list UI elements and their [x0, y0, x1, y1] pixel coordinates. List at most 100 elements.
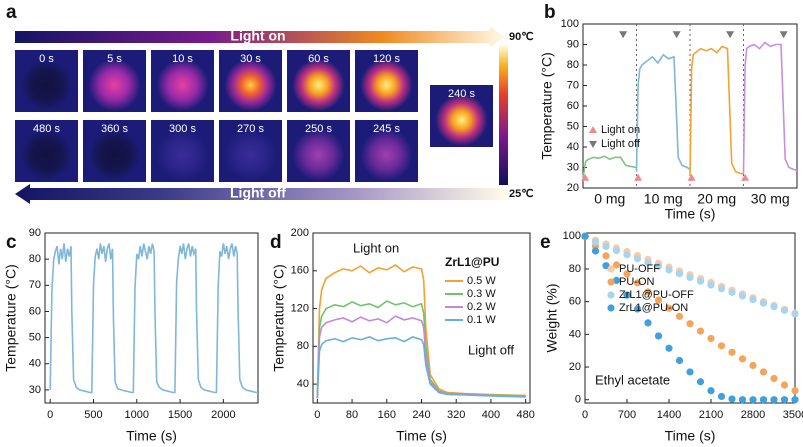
- y-tick-label: 70: [567, 79, 579, 91]
- annotation: Light on: [353, 240, 399, 255]
- image-label: 300 s: [169, 123, 196, 135]
- image-label: 480 s: [33, 123, 60, 135]
- x-tick-label: 700: [618, 409, 636, 421]
- image-label: 120 s: [373, 53, 400, 65]
- x-axis-label: Time (s): [396, 428, 447, 444]
- y-tick-label: 40: [567, 141, 579, 153]
- data-line: [742, 41, 798, 174]
- x-tick-label: 500: [84, 409, 102, 421]
- x-axis-label: Time (s): [665, 428, 716, 444]
- legend-swatch: [607, 278, 615, 286]
- data-point: [665, 266, 673, 274]
- data-point: [707, 281, 715, 289]
- data-point: [612, 247, 621, 255]
- image-label: 60 s: [308, 53, 329, 65]
- marker: [779, 31, 788, 39]
- hot-spot: [20, 59, 73, 111]
- data-point: [612, 261, 621, 269]
- data-point: [749, 361, 757, 370]
- y-tick-label: 0: [575, 394, 581, 406]
- marker: [726, 31, 735, 39]
- marker: [672, 31, 681, 39]
- data-point: [780, 306, 789, 314]
- y-tick-label: 60: [569, 296, 581, 308]
- image-label: 10 s: [172, 53, 193, 65]
- plot-frame: [44, 232, 259, 404]
- y-tick-label: 70: [29, 279, 41, 291]
- data-point: [591, 238, 600, 246]
- x-tick-label: 1500: [168, 409, 192, 421]
- y-axis-label: Temperature (°C): [3, 264, 19, 372]
- data-point: [644, 319, 652, 327]
- data-point: [612, 276, 621, 285]
- category-label: 0 mg: [594, 191, 625, 207]
- legend-swatch: [607, 304, 615, 312]
- data-line: [316, 336, 526, 399]
- data-point: [623, 270, 631, 278]
- hot-spot: [156, 129, 209, 181]
- legend-title: ZrL1@PU: [445, 255, 499, 269]
- hot-spot: [435, 94, 488, 146]
- data-point: [791, 310, 799, 318]
- y-tick-label: 40: [297, 378, 309, 390]
- data-point: [581, 232, 589, 240]
- x-tick-label: 400: [482, 409, 500, 421]
- marker: [741, 173, 750, 181]
- data-point: [780, 381, 789, 389]
- legend-swatch: [607, 291, 615, 299]
- marker: [619, 31, 628, 39]
- y-axis-label: Temperature (°C): [271, 264, 287, 372]
- marker: [687, 173, 696, 181]
- panel-label: a: [6, 2, 17, 23]
- y-tick-label: 20: [567, 182, 579, 194]
- x-tick-label: 2100: [699, 409, 723, 421]
- data-point: [591, 247, 600, 255]
- data-point: [696, 277, 705, 285]
- panel-label: e: [540, 232, 551, 253]
- x-tick-label: 80: [346, 409, 358, 421]
- data-point: [602, 252, 610, 260]
- y-tick-label: 40: [29, 358, 41, 370]
- data-point: [644, 258, 652, 267]
- y-tick-label: 50: [567, 120, 579, 132]
- hot-spot: [292, 129, 345, 181]
- y-axis-label: Weight (%): [544, 284, 560, 353]
- data-point: [770, 374, 778, 383]
- data-point: [717, 285, 726, 293]
- data-point: [728, 348, 736, 356]
- y-tick-label: 160: [291, 265, 309, 277]
- y-tick-label: 80: [569, 263, 581, 275]
- data-point: [749, 295, 757, 304]
- x-tick-label: 240: [412, 409, 430, 421]
- data-point: [623, 291, 631, 299]
- y-tick-label: 60: [29, 305, 41, 317]
- data-point: [633, 255, 642, 263]
- data-point: [738, 355, 747, 363]
- data-point: [707, 334, 715, 343]
- hot-spot: [20, 129, 73, 181]
- legend-symbol: [589, 141, 597, 148]
- data-point: [770, 303, 778, 311]
- data-point: [696, 327, 705, 335]
- legend-symbol: [589, 126, 597, 133]
- x-tick-label: 0: [47, 409, 53, 421]
- scale-max: 90℃: [509, 31, 534, 43]
- data-point: [686, 320, 694, 328]
- category-label: 10 mg: [644, 191, 683, 207]
- data-point: [675, 270, 684, 278]
- light-off-arrow: [15, 184, 505, 204]
- y-tick-label: 80: [29, 253, 41, 265]
- y-tick-label: 120: [291, 302, 309, 314]
- data-point: [686, 368, 694, 376]
- x-tick-label: 3500: [783, 409, 803, 421]
- x-tick-label: 1400: [657, 409, 681, 421]
- image-label: 250 s: [305, 123, 332, 135]
- image-label: 270 s: [237, 123, 264, 135]
- data-point: [633, 279, 642, 287]
- data-point: [696, 378, 705, 386]
- hot-spot: [292, 59, 345, 111]
- legend-label: PU-OFF: [619, 263, 660, 275]
- marker: [581, 173, 590, 181]
- data-line: [49, 243, 258, 394]
- data-line: [689, 45, 744, 176]
